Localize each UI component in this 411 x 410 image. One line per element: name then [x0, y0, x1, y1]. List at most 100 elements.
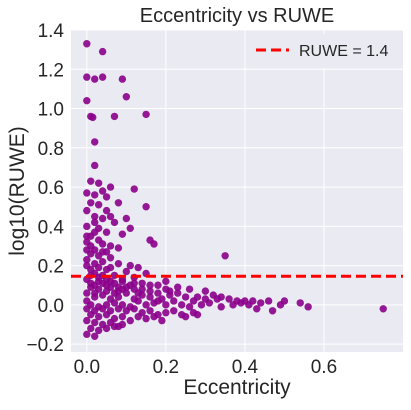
data-point — [257, 299, 265, 307]
data-point — [276, 301, 285, 309]
x-tick-label: 0.0 — [74, 357, 100, 378]
data-point — [126, 261, 134, 270]
data-point — [118, 320, 127, 329]
data-point — [245, 301, 253, 309]
y-tick-label: 0.0 — [38, 296, 64, 317]
data-point — [98, 214, 107, 223]
legend-label: RUWE = 1.4 — [299, 43, 388, 60]
data-point — [83, 297, 91, 305]
data-point — [83, 330, 91, 339]
data-point — [154, 297, 162, 305]
data-point — [106, 242, 115, 250]
data-point — [94, 326, 103, 335]
data-point — [150, 312, 158, 321]
x-tick-label: 0.4 — [232, 357, 259, 378]
data-point — [110, 112, 119, 121]
data-point — [83, 40, 91, 48]
data-point — [83, 73, 91, 81]
data-point — [114, 259, 123, 268]
data-point — [87, 199, 95, 207]
x-tick-label: 0.6 — [311, 357, 337, 378]
data-point — [110, 322, 119, 331]
data-point — [146, 307, 154, 315]
data-point — [379, 305, 387, 313]
data-point — [170, 307, 178, 315]
grid — [71, 29, 403, 352]
data-point — [98, 73, 107, 81]
data-point — [181, 312, 190, 321]
data-point — [122, 307, 131, 315]
data-point — [197, 301, 206, 309]
data-point — [102, 228, 111, 236]
data-point — [83, 256, 91, 264]
data-point — [118, 230, 127, 238]
data-point — [94, 312, 103, 321]
legend: RUWE = 1.4 — [246, 34, 396, 68]
data-point — [83, 96, 91, 105]
data-point — [91, 212, 99, 221]
data-point — [150, 240, 158, 248]
data-point — [189, 297, 198, 305]
data-point — [91, 218, 99, 227]
x-tick-labels: 0.0 0.2 0.4 0.6 — [74, 357, 338, 378]
data-point — [174, 283, 182, 291]
data-point — [138, 285, 146, 293]
data-point — [106, 212, 115, 221]
y-tick-labels: −0.2 0.0 0.2 0.4 0.6 0.8 1.0 1.2 1.4 — [26, 21, 64, 356]
data-point — [142, 314, 150, 323]
data-point — [296, 299, 304, 307]
data-point — [138, 279, 146, 287]
data-point — [122, 267, 131, 276]
data-point — [98, 47, 107, 56]
data-point — [114, 305, 123, 313]
data-point — [158, 316, 166, 325]
data-point — [134, 312, 142, 321]
data-point — [83, 189, 91, 197]
y-tick-label: 1.0 — [38, 100, 64, 121]
y-tick-label: −0.2 — [26, 335, 64, 356]
data-point — [94, 236, 103, 244]
data-point — [83, 289, 91, 297]
data-point — [102, 193, 111, 201]
x-tick-label: 0.2 — [153, 357, 179, 378]
y-tick-label: 0.4 — [38, 217, 65, 238]
data-point — [264, 297, 273, 305]
data-point — [162, 301, 170, 309]
data-point — [110, 218, 119, 227]
data-point — [162, 285, 170, 293]
data-point — [87, 250, 95, 258]
data-point — [118, 277, 127, 286]
data-point — [94, 179, 103, 187]
data-point — [91, 281, 99, 289]
y-tick-label: 1.4 — [38, 21, 65, 42]
x-axis-label: Eccentricity — [183, 376, 291, 399]
data-point — [118, 312, 127, 321]
data-point — [304, 303, 312, 311]
data-point — [142, 203, 150, 211]
data-point — [154, 289, 162, 297]
data-point — [193, 310, 202, 319]
data-point — [225, 295, 233, 303]
data-point — [122, 93, 131, 101]
data-point — [102, 324, 111, 333]
y-tick-label: 0.2 — [38, 257, 64, 278]
data-point — [91, 318, 99, 327]
data-point — [87, 324, 95, 333]
data-point — [91, 191, 99, 199]
data-point — [106, 283, 115, 291]
data-point — [83, 232, 91, 240]
data-point — [229, 301, 237, 309]
data-point — [162, 309, 170, 317]
data-point — [142, 301, 150, 309]
data-point — [201, 295, 210, 303]
data-point — [217, 293, 225, 301]
data-point — [102, 265, 111, 274]
data-points — [83, 40, 387, 340]
data-point — [146, 287, 154, 295]
data-point — [221, 252, 229, 260]
data-point — [268, 307, 277, 315]
data-point — [91, 161, 99, 170]
data-point — [174, 289, 182, 297]
data-point — [201, 287, 210, 295]
